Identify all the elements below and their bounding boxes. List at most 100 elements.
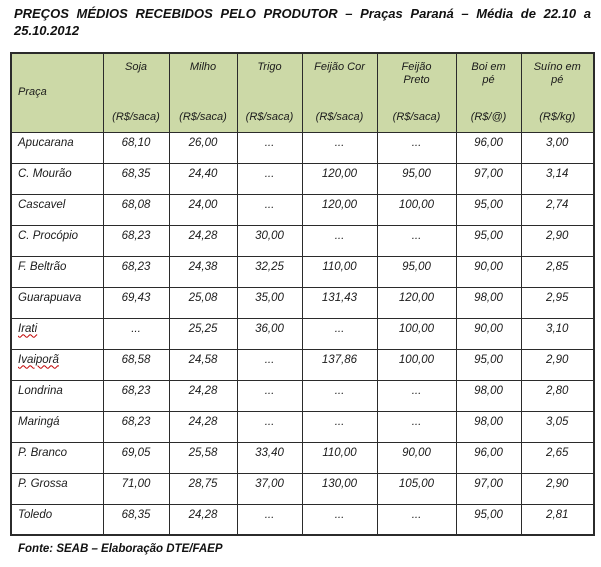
cell-feijao_preto: 100,00 [376, 317, 457, 350]
cell-trigo: ... [236, 410, 303, 443]
cell-feijao_cor: 120,00 [301, 193, 378, 226]
column-unit: (R$/saca) [315, 110, 364, 123]
cell-boi_em_pe: 98,00 [455, 379, 522, 412]
cell-soja: 68,23 [102, 224, 170, 257]
cell-suino_em_pe: 3,05 [520, 410, 595, 443]
column-unit: (R$/kg) [539, 110, 576, 123]
cell-feijao_cor: 110,00 [301, 441, 378, 474]
column-header-trigo: Trigo (R$/saca) [236, 52, 303, 133]
cell-praca: Apucarana [10, 131, 104, 164]
column-header-feijao-cor: Feijão Cor (R$/saca) [301, 52, 378, 133]
cell-feijao_preto: ... [376, 224, 457, 257]
cell-feijao_cor: ... [301, 410, 378, 443]
cell-milho: 25,58 [168, 441, 238, 474]
source-footer: Fonte: SEAB – Elaboração DTE/FAEP [18, 543, 223, 555]
cell-feijao_cor: 137,86 [301, 348, 378, 381]
cell-boi_em_pe: 97,00 [455, 472, 522, 505]
cell-suino_em_pe: 3,10 [520, 317, 595, 350]
cell-trigo: ... [236, 379, 303, 412]
cell-suino_em_pe: 2,95 [520, 286, 595, 319]
cell-soja: 68,23 [102, 379, 170, 412]
praca-name: F. Beltrão [18, 260, 67, 273]
cell-praca: Maringá [10, 410, 104, 443]
cell-praca: Londrina [10, 379, 104, 412]
cell-soja: 68,08 [102, 193, 170, 226]
cell-trigo: ... [236, 162, 303, 195]
table-row: Apucarana 68,10 26,00......... 96,00 3,00 [10, 131, 595, 164]
cell-feijao_preto: 95,00 [376, 162, 457, 195]
column-header-soja: Soja (R$/saca) [102, 52, 170, 133]
table-row: Cascavel 68,08 24,00... 120,00 100,00 95,00 2,… [10, 193, 595, 226]
cell-suino_em_pe: 3,14 [520, 162, 595, 195]
praca-name: P. Grossa [18, 477, 68, 490]
column-label: Trigo [257, 61, 282, 73]
praca-name: Cascavel [18, 198, 66, 211]
cell-feijao_cor: ... [301, 503, 378, 536]
column-header-suino-em-pe: Suíno em pé (R$/kg) [520, 52, 595, 133]
cell-milho: 24,58 [168, 348, 238, 381]
cell-soja: 68,58 [102, 348, 170, 381]
cell-feijao_preto: 95,00 [376, 255, 457, 288]
column-header-feijao-preto: Feijão Preto (R$/saca) [376, 52, 457, 133]
cell-trigo: 33,40 [236, 441, 303, 474]
cell-trigo: 37,00 [236, 472, 303, 505]
cell-soja: 68,10 [102, 131, 170, 164]
cell-boi_em_pe: 96,00 [455, 441, 522, 474]
cell-feijao_preto: ... [376, 503, 457, 536]
cell-boi_em_pe: 98,00 [455, 286, 522, 319]
praca-name: C. Mourão [18, 167, 72, 180]
page-title-line2: 25.10.2012 [14, 23, 80, 38]
cell-suino_em_pe: 2,74 [520, 193, 595, 226]
column-header-praca: Praça [10, 52, 104, 133]
praca-name: Guarapuava [18, 291, 82, 304]
cell-milho: 24,28 [168, 410, 238, 443]
praca-name: Apucarana [18, 136, 74, 149]
column-label: Suíno em pé [533, 61, 581, 86]
cell-milho: 24,40 [168, 162, 238, 195]
cell-milho: 24,28 [168, 379, 238, 412]
cell-praca: Guarapuava [10, 286, 104, 319]
column-unit: (R$/saca) [392, 110, 441, 123]
cell-trigo: 36,00 [236, 317, 303, 350]
cell-feijao_preto: 105,00 [376, 472, 457, 505]
cell-milho: 28,75 [168, 472, 238, 505]
cell-feijao_cor: ... [301, 224, 378, 257]
cell-feijao_cor: 110,00 [301, 255, 378, 288]
cell-suino_em_pe: 2,90 [520, 224, 595, 257]
praca-name: Ivaiporã [18, 353, 59, 366]
cell-milho: 24,00 [168, 193, 238, 226]
cell-trigo: ... [236, 131, 303, 164]
cell-trigo: ... [236, 193, 303, 226]
praca-name: P. Branco [18, 446, 68, 459]
cell-feijao_preto: 100,00 [376, 193, 457, 226]
cell-praca: Ivaiporã [10, 348, 104, 381]
cell-suino_em_pe: 2,65 [520, 441, 595, 474]
cell-boi_em_pe: 96,00 [455, 131, 522, 164]
price-table: Praça Soja (R$/saca) Milho (R$/saca) [10, 52, 595, 536]
praca-name: Irati [18, 322, 38, 335]
cell-soja: 68,23 [102, 255, 170, 288]
cell-milho: 24,28 [168, 503, 238, 536]
cell-feijao_cor: 130,00 [301, 472, 378, 505]
cell-suino_em_pe: 3,00 [520, 131, 595, 164]
column-label: Soja [124, 61, 148, 73]
header-row: Praça Soja (R$/saca) Milho (R$/saca) [10, 52, 595, 133]
cell-boi_em_pe: 95,00 [455, 193, 522, 226]
cell-trigo: ... [236, 348, 303, 381]
cell-trigo: 30,00 [236, 224, 303, 257]
cell-suino_em_pe: 2,85 [520, 255, 595, 288]
cell-feijao_cor: ... [301, 379, 378, 412]
cell-feijao_preto: 100,00 [376, 348, 457, 381]
cell-milho: 25,25 [168, 317, 238, 350]
cell-feijao_cor: ... [301, 131, 378, 164]
column-unit: (R$/@) [470, 110, 507, 123]
cell-boi_em_pe: 95,00 [455, 503, 522, 536]
table-row: P. Grossa 71,00 28,75 37,00 130,00 105,00 97,0… [10, 472, 595, 505]
cell-soja: 69,05 [102, 441, 170, 474]
cell-soja: 71,00 [102, 472, 170, 505]
column-header-boi-em-pe: Boi em pé (R$/@) [455, 52, 522, 133]
cell-milho: 24,38 [168, 255, 238, 288]
table-row: C. Procópio 68,23 24,28 30,00...... 95,00 2,9… [10, 224, 595, 257]
cell-boi_em_pe: 90,00 [455, 255, 522, 288]
cell-milho: 25,08 [168, 286, 238, 319]
